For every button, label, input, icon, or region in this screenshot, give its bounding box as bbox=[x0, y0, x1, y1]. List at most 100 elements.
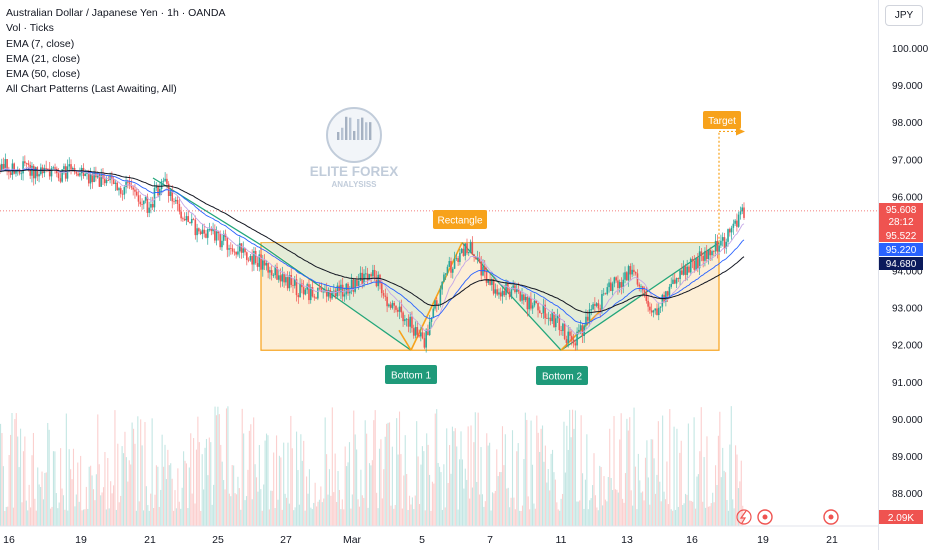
volume-bar bbox=[653, 458, 655, 526]
candle-body bbox=[382, 293, 385, 296]
volume-bar bbox=[358, 506, 361, 526]
event-icon-1 bbox=[757, 509, 773, 525]
indicator-volume[interactable]: Vol · Ticks bbox=[6, 22, 54, 35]
symbol-title[interactable]: Australian Dollar / Japanese Yen · 1h · … bbox=[6, 7, 226, 19]
candle-body bbox=[151, 203, 154, 208]
volume-bar bbox=[444, 507, 446, 526]
volume-bar bbox=[0, 423, 2, 526]
volume-bar bbox=[171, 478, 173, 526]
volume-bar bbox=[100, 495, 102, 526]
candle-body bbox=[100, 175, 103, 187]
volume-bar bbox=[195, 449, 198, 526]
candle-body bbox=[604, 293, 607, 295]
volume-bar bbox=[672, 510, 674, 526]
currency-button[interactable]: JPY bbox=[885, 5, 923, 26]
candle-body bbox=[4, 159, 7, 169]
bottom-1-label: Bottom 1 bbox=[385, 365, 437, 384]
volume-bar bbox=[40, 486, 42, 526]
indicator-ema-7[interactable]: EMA (7, close) bbox=[6, 37, 75, 50]
candle-body bbox=[434, 300, 436, 309]
volume-bar bbox=[537, 432, 539, 526]
indicator-chart-patterns[interactable]: All Chart Patterns (Last Awaiting, All) bbox=[6, 83, 177, 96]
x-tick-label: 7 bbox=[487, 534, 493, 546]
volume-bar bbox=[467, 426, 469, 526]
pattern-leg-up-1 bbox=[410, 242, 463, 351]
chart-legend: Australian Dollar / Japanese Yen · 1h · … bbox=[6, 6, 225, 98]
volume-bar bbox=[148, 510, 150, 526]
candle-body bbox=[448, 260, 451, 267]
volume-bar bbox=[353, 410, 355, 526]
volume-bar bbox=[660, 501, 662, 526]
candle-body bbox=[652, 310, 655, 313]
candle-body bbox=[96, 174, 99, 178]
volume-bar bbox=[271, 490, 273, 526]
volume-bar bbox=[190, 433, 192, 526]
volume-bar bbox=[15, 413, 17, 526]
candle-body bbox=[553, 312, 555, 328]
volume-bar bbox=[161, 434, 163, 526]
volume-bar bbox=[584, 479, 586, 526]
candle-body bbox=[380, 283, 383, 294]
volume-bar bbox=[201, 454, 203, 526]
volume-bar bbox=[732, 499, 734, 526]
volume-bar bbox=[690, 500, 692, 526]
candle-body bbox=[697, 258, 699, 269]
candle-body bbox=[396, 309, 399, 312]
volume-bar bbox=[293, 510, 295, 526]
candle-body bbox=[679, 270, 681, 280]
indicator-ema-50[interactable]: EMA (50, close) bbox=[6, 68, 81, 81]
candle-body bbox=[739, 211, 742, 215]
volume-bar bbox=[394, 505, 396, 526]
volume-bar bbox=[260, 489, 262, 526]
candle-body bbox=[9, 172, 12, 175]
volume-bar bbox=[130, 464, 132, 526]
volume-bar bbox=[506, 488, 508, 526]
volume-bar bbox=[662, 415, 664, 526]
bottom-2-label: Bottom 2 bbox=[536, 366, 588, 385]
candle-body bbox=[535, 300, 538, 304]
volume-bar bbox=[470, 425, 472, 526]
volume-bar bbox=[211, 504, 213, 526]
volume-bar bbox=[258, 445, 260, 526]
volume-bar bbox=[450, 473, 452, 526]
candle-body bbox=[681, 270, 683, 275]
candle-body bbox=[20, 173, 23, 175]
volume-bar bbox=[656, 474, 658, 526]
volume-bar bbox=[220, 444, 222, 526]
volume-bar bbox=[602, 505, 604, 526]
candle-body bbox=[421, 332, 424, 339]
volume-bar bbox=[61, 488, 63, 526]
bottom-1-label-text: Bottom 1 bbox=[391, 370, 431, 381]
candle-body bbox=[741, 207, 744, 212]
candle-body bbox=[743, 207, 745, 218]
candle-body bbox=[512, 285, 514, 290]
candle-body bbox=[537, 303, 539, 311]
candle-body bbox=[185, 216, 188, 221]
volume-bar bbox=[391, 446, 393, 526]
candle-body bbox=[487, 278, 490, 283]
candle-body bbox=[418, 334, 420, 337]
candle-body bbox=[483, 266, 486, 273]
candle-body bbox=[544, 304, 546, 319]
volume-bar bbox=[75, 494, 77, 526]
candle-body bbox=[599, 308, 601, 310]
volume-bar bbox=[461, 459, 463, 526]
volume-bar bbox=[441, 509, 443, 526]
volume-bar bbox=[469, 498, 471, 526]
indicator-ema-21[interactable]: EMA (21, close) bbox=[6, 52, 81, 65]
volume-bar bbox=[158, 506, 160, 526]
volume-bar bbox=[378, 448, 381, 526]
volume-bar bbox=[118, 502, 120, 526]
volume-bar bbox=[477, 412, 479, 526]
volume-bar bbox=[137, 416, 139, 526]
volume-bar bbox=[406, 474, 408, 526]
volume-bar bbox=[280, 457, 282, 526]
candle-body bbox=[714, 240, 717, 252]
volume-bar bbox=[712, 492, 714, 526]
candle-body bbox=[237, 251, 239, 255]
candle-body bbox=[27, 163, 30, 165]
volume-bar bbox=[447, 483, 449, 526]
volume-bar bbox=[288, 503, 290, 526]
candle-body bbox=[412, 328, 415, 336]
